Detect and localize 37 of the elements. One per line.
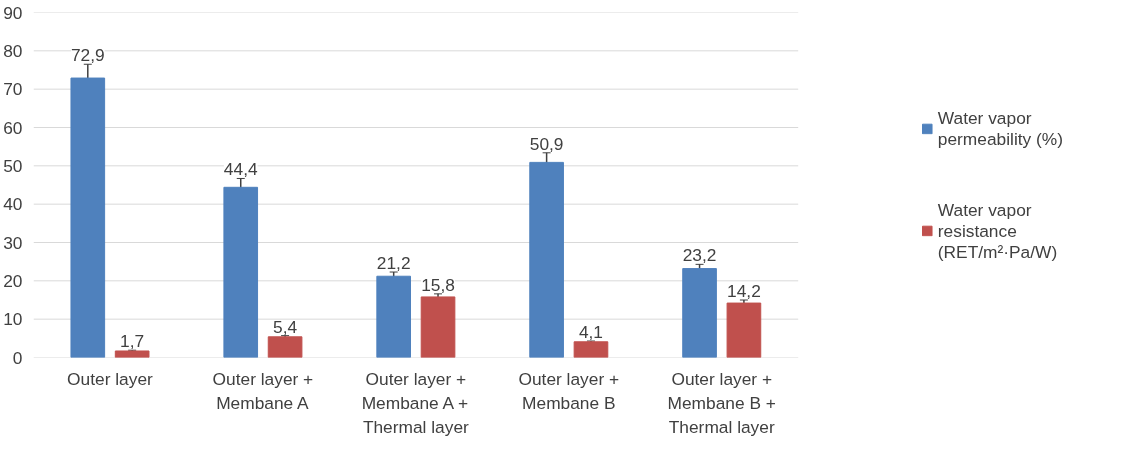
bar [573, 341, 609, 358]
bar [529, 161, 564, 358]
x-tick-label: Outer layer + Membane A [212, 368, 314, 413]
y-tick-label: 10 [3, 309, 23, 330]
y-tick-label: 70 [3, 79, 23, 100]
data-label: 23,2 [682, 245, 717, 266]
data-label: 72,9 [70, 45, 105, 66]
legend-label: Water vapor resistance (RET/m²·Pa/W) [937, 199, 1058, 262]
data-label: 21,2 [376, 253, 411, 274]
x-tick-label: Outer layer + Membane A + Thermal layer [361, 368, 470, 437]
data-label: 15,8 [421, 274, 455, 295]
y-tick-label: 60 [3, 117, 23, 138]
bar [223, 186, 259, 358]
bar [376, 275, 411, 358]
bar [267, 336, 303, 358]
legend-label: Water vapor permeability (%) [937, 107, 1063, 149]
data-label: 44,4 [223, 159, 258, 180]
y-tick-label: 30 [3, 232, 23, 253]
bar [726, 302, 762, 358]
y-tick-label: 20 [3, 270, 23, 291]
data-label: 5,4 [273, 316, 298, 337]
x-tick-label: Outer layer + Membane B [518, 368, 620, 413]
bar [70, 77, 106, 358]
y-tick-label: 40 [3, 194, 23, 215]
data-label: 1,7 [120, 331, 145, 352]
x-tick-label: Outer layer [67, 368, 154, 389]
bar [682, 268, 717, 358]
y-tick-label: 0 [12, 347, 23, 368]
data-label: 4,1 [578, 322, 604, 343]
data-label: 50,9 [529, 133, 564, 154]
x-tick-label: Outer layer + Membane B + Thermal layer [667, 368, 776, 437]
y-tick-label: 90 [3, 2, 23, 23]
bar [420, 296, 456, 358]
data-label: 14,2 [727, 281, 761, 301]
bar [114, 350, 150, 358]
y-tick-label: 80 [3, 40, 23, 61]
y-tick-label: 50 [3, 155, 23, 176]
